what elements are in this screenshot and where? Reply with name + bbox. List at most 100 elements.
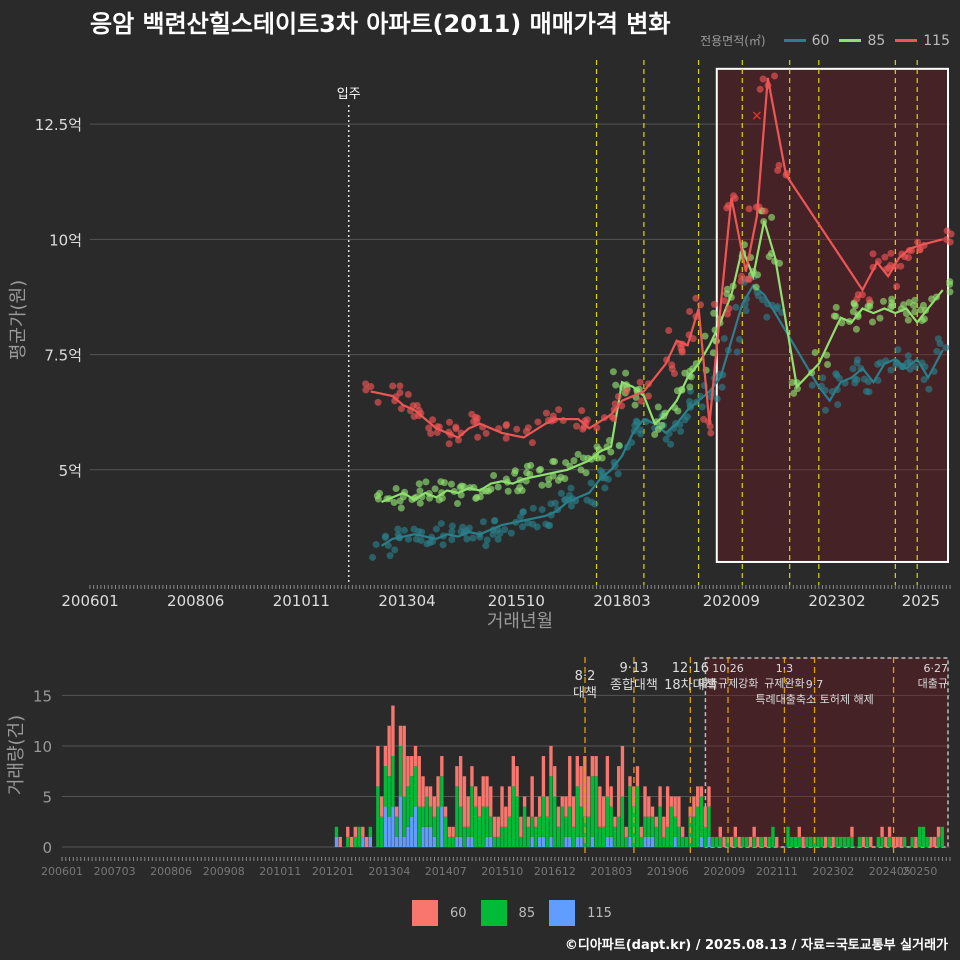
volume-bar-60 (466, 796, 470, 827)
volume-bar-85 (504, 826, 508, 847)
price-point-115 (614, 393, 622, 401)
volume-legend-label-115: 115 (587, 905, 612, 921)
price-point-115 (721, 297, 729, 305)
price-point-60 (698, 403, 706, 411)
volume-bar-85 (699, 796, 704, 837)
price-point-60 (894, 346, 902, 354)
volume-bar-115 (575, 836, 579, 847)
price-point-60 (551, 499, 559, 507)
price-point-60 (418, 528, 426, 536)
volume-bar-85 (443, 816, 448, 847)
price-point-60 (774, 303, 782, 311)
volume-bar-85 (628, 786, 632, 837)
volume-x-tick-label: 202111 (756, 865, 798, 878)
price-point-85 (790, 389, 798, 397)
volume-bar-60 (632, 786, 636, 807)
price-point-85 (570, 457, 578, 465)
volume-bar-85 (665, 826, 670, 847)
volume-bar-85 (376, 786, 380, 847)
volume-bar-85 (553, 796, 557, 847)
price-point-85 (431, 485, 439, 493)
price-point-60 (519, 508, 527, 516)
price-point-60 (763, 313, 771, 321)
volume-bar-60 (383, 745, 388, 767)
price-point-60 (587, 479, 595, 487)
price-point-60 (394, 525, 402, 533)
volume-bar-60 (395, 806, 399, 817)
volume-bar-85 (455, 786, 459, 837)
volume-bar-85 (485, 806, 489, 837)
legend-item-115: 115 (895, 33, 950, 49)
volume-bar-60 (586, 776, 591, 817)
price-point-85 (920, 315, 928, 323)
volume-y-tick-label: 0 (42, 839, 52, 857)
price-point-60 (853, 359, 861, 367)
price-point-60 (518, 523, 526, 531)
price-point-60 (732, 303, 740, 311)
volume-bar-60 (556, 806, 561, 827)
price-point-115 (578, 407, 586, 415)
legend-line-60 (783, 39, 806, 42)
volume-bar-60 (545, 796, 549, 817)
price-point-85 (852, 325, 860, 333)
volume-bar-85 (880, 836, 884, 847)
volume-x-tick-label: 200908 (203, 865, 245, 878)
volume-bar-60 (470, 766, 474, 787)
price-point-85 (876, 314, 884, 322)
volume-bar-60 (560, 796, 564, 807)
volume-x-tick-label: 200703 (94, 865, 136, 878)
volume-bar-115 (530, 836, 534, 847)
volume-bar-115 (568, 836, 572, 847)
volume-bar-85 (692, 816, 696, 847)
price-point-85 (577, 466, 585, 474)
price-point-60 (567, 502, 575, 510)
volume-bar-85 (334, 826, 339, 837)
volume-bar-85 (797, 836, 801, 847)
price-point-85 (811, 349, 819, 357)
price-point-60 (369, 553, 377, 561)
price-point-60 (588, 498, 596, 506)
price-point-85 (879, 297, 887, 305)
volume-bar-85 (421, 806, 425, 827)
price-point-115 (947, 230, 955, 238)
volume-bar-115 (643, 836, 647, 847)
price-point-85 (460, 482, 468, 490)
volume-bar-85 (677, 826, 681, 847)
price-point-60 (601, 484, 609, 492)
volume-policy-label: 대출규제강화 (698, 677, 759, 690)
price-point-60 (677, 427, 685, 435)
price-point-60 (735, 335, 743, 343)
price-point-85 (765, 253, 773, 261)
price-point-60 (529, 504, 537, 512)
volume-bar-60 (635, 766, 640, 787)
volume-bar-115 (590, 836, 595, 847)
price-point-60 (662, 435, 670, 443)
price-point-60 (925, 385, 933, 393)
volume-bar-115 (466, 836, 470, 847)
volume-bar-85 (387, 776, 391, 817)
volume-bar-60 (748, 836, 753, 847)
volume-bar-85 (639, 836, 643, 847)
volume-bar-60 (665, 786, 670, 827)
volume-bar-85 (876, 836, 880, 847)
volume-bar-115 (398, 796, 403, 847)
volume-bar-60 (887, 826, 892, 837)
volume-bar-85 (696, 806, 700, 847)
volume-bar-115 (421, 826, 425, 847)
price-point-60 (920, 376, 928, 384)
price-series-line-60 (380, 283, 944, 547)
price-point-115 (410, 412, 418, 420)
price-point-115 (775, 161, 783, 169)
price-x-tick-label: 200806 (167, 592, 224, 610)
price-point-115 (446, 418, 454, 426)
price-point-115 (865, 296, 873, 304)
legend-line-85 (839, 39, 862, 42)
volume-bar-60 (553, 766, 557, 797)
volume-bar-60 (737, 836, 741, 847)
price-point-85 (607, 448, 615, 456)
volume-bar-85 (827, 836, 832, 847)
volume-bar-85 (669, 806, 674, 847)
volume-bar-85 (549, 776, 553, 837)
volume-bar-60 (899, 836, 903, 847)
volume-bar-60 (500, 786, 504, 827)
